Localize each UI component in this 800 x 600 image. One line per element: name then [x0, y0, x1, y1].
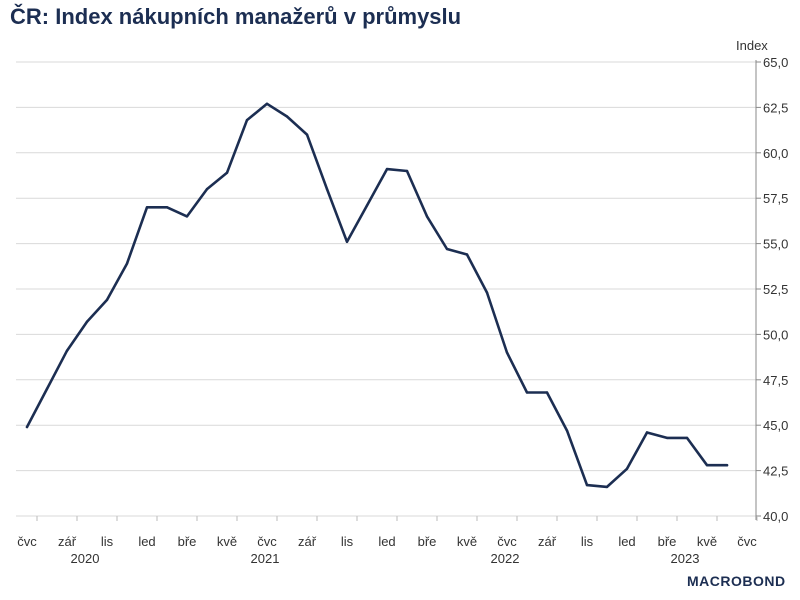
data-point — [585, 483, 589, 487]
x-tick-label: zář — [58, 534, 77, 549]
data-point — [105, 298, 109, 302]
data-point — [325, 187, 329, 191]
y-tick-label: 62,5 — [763, 100, 788, 115]
y-axis: 40,0 42,5 45,0 47,5 50,0 52,5 55,0 57,5 60,0 62,5… — [755, 55, 788, 524]
data-point — [265, 102, 269, 105]
data-point — [65, 349, 69, 352]
data-point — [545, 391, 549, 394]
x-tick-label: čvc — [17, 534, 37, 549]
y-tick-label: 42,5 — [763, 464, 788, 479]
y-tick-label: 50,0 — [763, 327, 788, 342]
x-tick-label: lis — [101, 534, 114, 549]
y-tick-label: 55,0 — [763, 237, 788, 252]
data-point — [225, 171, 229, 174]
x-tick-label: zář — [538, 534, 557, 549]
y-axis-unit-label: Index — [736, 38, 768, 53]
y-tick-label: 60,0 — [763, 146, 788, 161]
data-point — [665, 436, 669, 440]
x-tick-label: čvc — [497, 534, 517, 549]
data-point — [465, 253, 469, 256]
data-point — [645, 431, 649, 434]
x-tick-label: kvě — [457, 534, 477, 549]
x-tick-label: kvě — [217, 534, 237, 549]
x-year-label: 2021 — [251, 551, 280, 566]
y-tick-label: 47,5 — [763, 373, 788, 388]
data-point — [605, 485, 609, 489]
x-tick-label: lis — [341, 534, 354, 549]
data-point — [725, 463, 729, 467]
x-tick-label: lis — [581, 534, 594, 549]
y-tick-label: 65,0 — [763, 55, 788, 70]
x-axis: čvc zář lis led bře kvě čvc zář lis led bře kvě čvc z… — [17, 516, 758, 566]
data-point — [185, 215, 189, 218]
y-tick-label: 40,0 — [763, 509, 788, 524]
x-tick-label: zář — [298, 534, 317, 549]
brand-logo: MACROBOND — [687, 573, 786, 589]
data-point — [565, 429, 569, 432]
x-tick-label: bře — [418, 534, 437, 549]
data-point — [685, 436, 689, 440]
x-tick-label: led — [618, 534, 635, 549]
x-year-label: 2020 — [71, 551, 100, 566]
data-point — [125, 262, 129, 265]
y-tick-label: 45,0 — [763, 418, 788, 433]
series-line — [25, 102, 729, 489]
data-point — [305, 133, 309, 136]
data-point — [505, 351, 509, 354]
data-point — [385, 167, 389, 171]
data-point — [365, 204, 369, 207]
data-point — [485, 291, 489, 294]
y-tick-label: 57,5 — [763, 191, 788, 206]
data-point — [285, 115, 289, 118]
data-point — [625, 467, 629, 470]
x-tick-label: led — [378, 534, 395, 549]
x-tick-label: kvě — [697, 534, 717, 549]
data-point — [405, 169, 409, 173]
series-layer — [25, 102, 729, 489]
data-point — [145, 206, 149, 209]
data-point — [525, 391, 529, 394]
x-tick-label: čvc — [257, 534, 277, 549]
data-point — [25, 425, 29, 429]
chart-title: ČR: Index nákupních manažerů v průmyslu — [10, 4, 462, 29]
x-tick-label: led — [138, 534, 155, 549]
x-tick-label: čvc — [737, 534, 757, 549]
x-year-label: 2022 — [491, 551, 520, 566]
data-point — [165, 206, 169, 209]
data-point — [445, 247, 449, 251]
data-point — [425, 215, 429, 218]
data-point — [45, 387, 49, 391]
data-point — [705, 463, 709, 467]
grid-lines — [16, 61, 756, 517]
x-year-label: 2023 — [671, 551, 700, 566]
data-point — [345, 240, 349, 243]
x-tick-label: bře — [178, 534, 197, 549]
data-point — [85, 320, 89, 323]
x-tick-label: bře — [658, 534, 677, 549]
y-tick-label: 52,5 — [763, 282, 788, 297]
data-point — [205, 187, 209, 191]
data-point — [245, 118, 249, 122]
